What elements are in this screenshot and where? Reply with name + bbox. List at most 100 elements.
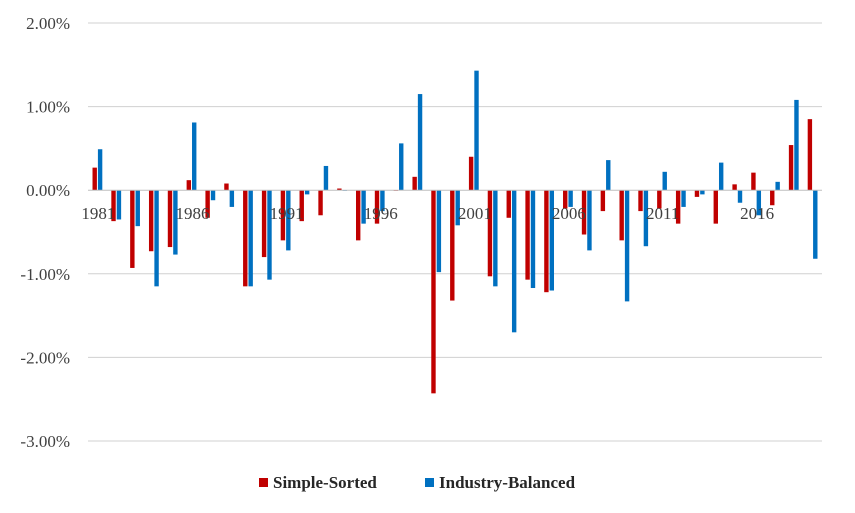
bar-industry-balanced-2019 (813, 190, 818, 259)
bar-industry-balanced-2014 (718, 162, 724, 191)
bar-simple-sorted-1986 (186, 180, 192, 191)
bar-simple-sorted-1990 (261, 190, 267, 258)
x-tick-label: 1981 (81, 204, 115, 223)
legend-label-industry-balanced: Industry-Balanced (439, 473, 576, 492)
bar-industry-balanced-2011 (662, 171, 667, 191)
y-tick-label: 1.00% (26, 98, 70, 117)
bar-simple-sorted-2010 (638, 190, 643, 212)
bar-simple-sorted-1984 (148, 190, 154, 252)
bar-simple-sorted-2015 (732, 184, 737, 191)
bar-industry-balanced-1996 (380, 190, 385, 212)
bar-simple-sorted-2016 (751, 172, 756, 191)
bar-simple-sorted-1989 (243, 190, 248, 287)
legend-label-simple-sorted: Simple-Sorted (273, 473, 377, 492)
bar-simple-sorted-2007 (581, 190, 587, 235)
x-tick-label: 2006 (552, 204, 586, 223)
x-tick-label: 1991 (270, 204, 304, 223)
bar-industry-balanced-2008 (606, 160, 611, 191)
x-tick-label: 1996 (364, 204, 398, 223)
bar-simple-sorted-1983 (130, 190, 135, 268)
bar-simple-sorted-2008 (600, 190, 606, 212)
bar-industry-balanced-2013 (700, 190, 705, 195)
bar-simple-sorted-2002 (487, 190, 493, 277)
y-axis-ticks: 2.00% 1.00% 0.00% -1.00% -2.00% -3.00% (20, 14, 70, 451)
y-tick-label: -3.00% (20, 432, 70, 451)
y-tick-label: -1.00% (20, 265, 70, 284)
bar-industry-balanced-1995 (361, 190, 366, 224)
bar-industry-balanced-1988 (229, 190, 235, 207)
bar-simple-sorted-2017 (770, 190, 775, 206)
bar-industry-balanced-1986 (192, 122, 197, 191)
bar-industry-balanced-2007 (587, 190, 592, 251)
bar-industry-balanced-1991 (286, 190, 291, 251)
bar-industry-balanced-2004 (530, 190, 536, 289)
legend-swatch-simple-sorted (259, 478, 268, 487)
legend: Simple-Sorted Industry-Balanced (259, 473, 576, 492)
bar-industry-balanced-2010 (643, 190, 649, 247)
y-tick-label: 2.00% (26, 14, 70, 33)
bar-simple-sorted-1995 (355, 190, 361, 241)
bar-industry-balanced-2015 (737, 190, 743, 203)
bar-industry-balanced-2002 (493, 190, 498, 287)
bar-simple-sorted-2009 (619, 190, 624, 241)
bar-industry-balanced-1987 (210, 190, 216, 201)
bar-simple-sorted-2004 (525, 190, 530, 280)
bar-simple-sorted-1991 (280, 190, 286, 241)
gridlines (88, 22, 822, 442)
bar-industry-balanced-1999 (436, 190, 442, 273)
bar-industry-balanced-2016 (756, 190, 762, 216)
bar-industry-balanced-1992 (304, 190, 310, 195)
bar-industry-balanced-1985 (173, 190, 178, 255)
bar-industry-balanced-1997 (399, 143, 404, 191)
bar-industry-balanced-1981 (97, 149, 103, 191)
bar-simple-sorted-1982 (111, 190, 116, 222)
bar-simple-sorted-1996 (374, 190, 380, 224)
x-axis-ticks: 1981 1986 1991 1996 2001 2006 2011 2016 (81, 204, 774, 223)
bar-simple-sorted-1981 (92, 167, 97, 191)
bar-simple-sorted-2011 (657, 190, 662, 209)
bar-simple-sorted-2014 (713, 190, 718, 224)
y-tick-label: -2.00% (20, 348, 70, 367)
bars (92, 70, 818, 394)
x-tick-label: 1986 (176, 204, 210, 223)
x-tick-label: 2011 (646, 204, 679, 223)
bar-industry-balanced-1984 (154, 190, 159, 287)
bar-simple-sorted-1985 (167, 190, 173, 248)
bar-industry-balanced-1998 (417, 94, 423, 191)
bar-simple-sorted-1987 (205, 190, 210, 218)
bar-simple-sorted-2005 (544, 190, 549, 293)
bar-industry-balanced-2012 (681, 190, 686, 207)
bar-simple-sorted-1994 (337, 188, 342, 191)
bar-simple-sorted-1999 (431, 190, 436, 394)
bar-simple-sorted-2006 (563, 190, 568, 209)
bar-industry-balanced-1983 (135, 190, 140, 227)
bar-simple-sorted-2018 (788, 145, 794, 191)
bar-simple-sorted-2013 (694, 190, 700, 197)
bar-simple-sorted-2003 (506, 190, 511, 218)
legend-swatch-industry-balanced (425, 478, 434, 487)
bar-simple-sorted-1998 (412, 176, 417, 191)
bar-simple-sorted-2012 (675, 190, 681, 224)
bar-industry-balanced-2018 (794, 99, 799, 191)
bar-industry-balanced-1989 (248, 190, 253, 287)
bar-industry-balanced-1993 (323, 165, 329, 191)
bar-industry-balanced-2000 (455, 190, 460, 226)
x-tick-label: 2016 (740, 204, 774, 223)
bar-simple-sorted-2019 (807, 119, 813, 191)
bar-industry-balanced-1982 (116, 190, 122, 220)
bar-industry-balanced-2017 (775, 181, 780, 191)
bar-industry-balanced-1990 (267, 190, 272, 280)
bar-simple-sorted-2001 (468, 156, 474, 191)
bar-industry-balanced-2003 (511, 190, 517, 333)
bar-simple-sorted-1988 (224, 183, 229, 191)
x-tick-label: 2001 (458, 204, 492, 223)
bar-industry-balanced-2005 (549, 190, 555, 291)
bar-simple-sorted-2000 (450, 190, 455, 301)
bar-simple-sorted-1992 (299, 190, 304, 222)
bar-industry-balanced-2006 (568, 190, 573, 207)
y-tick-label: 0.00% (26, 181, 70, 200)
bar-industry-balanced-2009 (624, 190, 630, 302)
bar-simple-sorted-1993 (318, 190, 323, 216)
bar-industry-balanced-2001 (474, 70, 479, 191)
